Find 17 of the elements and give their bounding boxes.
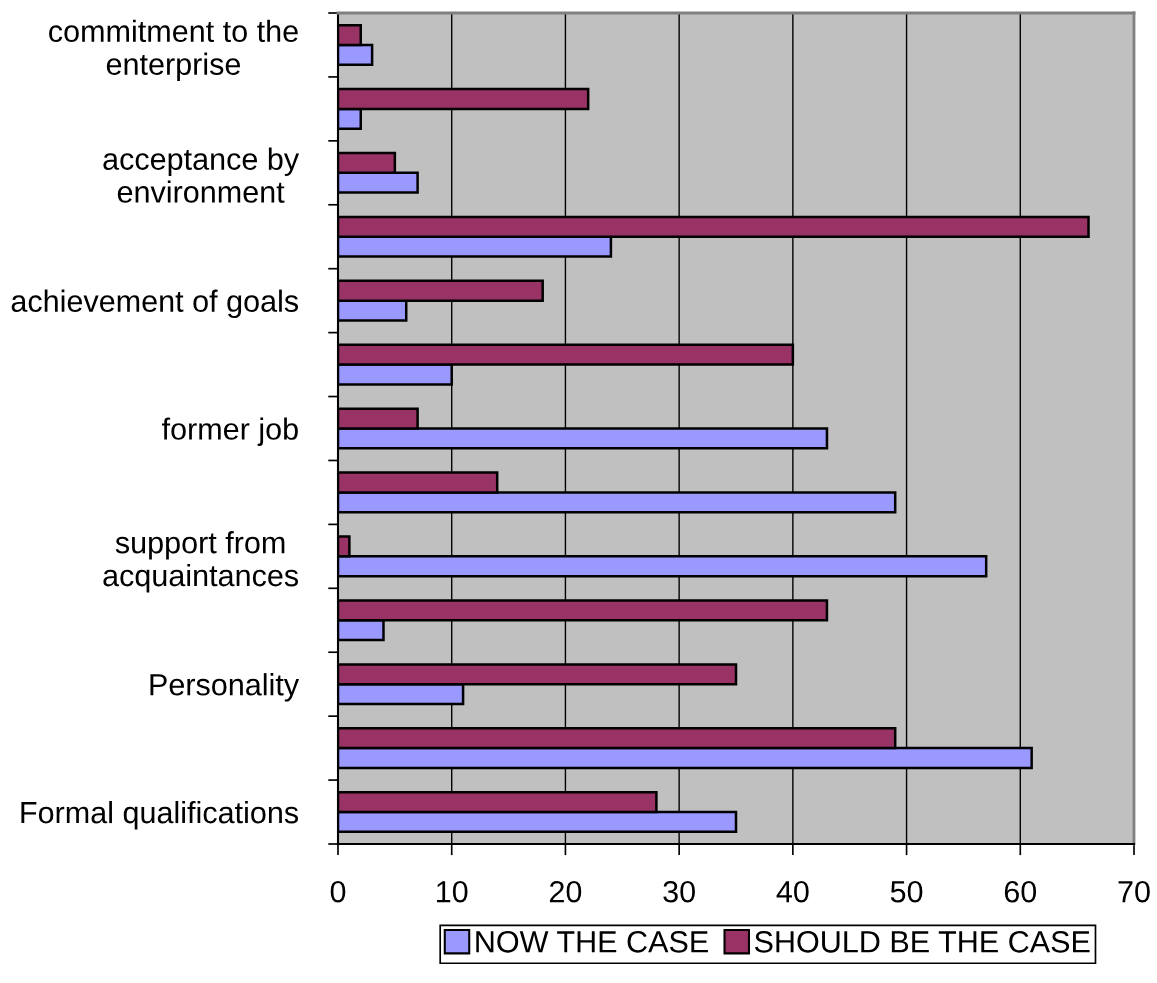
y-tick-label: achievement of goals bbox=[11, 289, 299, 319]
y-tick-label: commitment to the enterprise bbox=[49, 19, 298, 82]
y-tick-label: acceptance by environment bbox=[103, 147, 300, 203]
legend-label: NOW THE CASE bbox=[476, 930, 708, 953]
y-tick-label: support from acquaintances bbox=[103, 531, 299, 593]
x-tick-label: 60 bbox=[1004, 880, 1037, 903]
x-tick-label: 40 bbox=[776, 880, 809, 903]
x-tick-label: 20 bbox=[549, 880, 582, 903]
x-tick-label: 10 bbox=[437, 880, 468, 903]
x-tick-label: 0 bbox=[330, 880, 346, 903]
x-tick-label: 30 bbox=[663, 880, 695, 903]
legend-label: SHOULD BE THE CASE bbox=[754, 930, 1090, 953]
y-tick-label: Personality bbox=[150, 673, 300, 702]
x-tick-label: 50 bbox=[890, 880, 923, 903]
y-tick-label: Formal qualifications bbox=[21, 800, 299, 830]
y-tick-label: former job bbox=[162, 417, 298, 446]
x-tick-label: 70 bbox=[1118, 880, 1150, 903]
